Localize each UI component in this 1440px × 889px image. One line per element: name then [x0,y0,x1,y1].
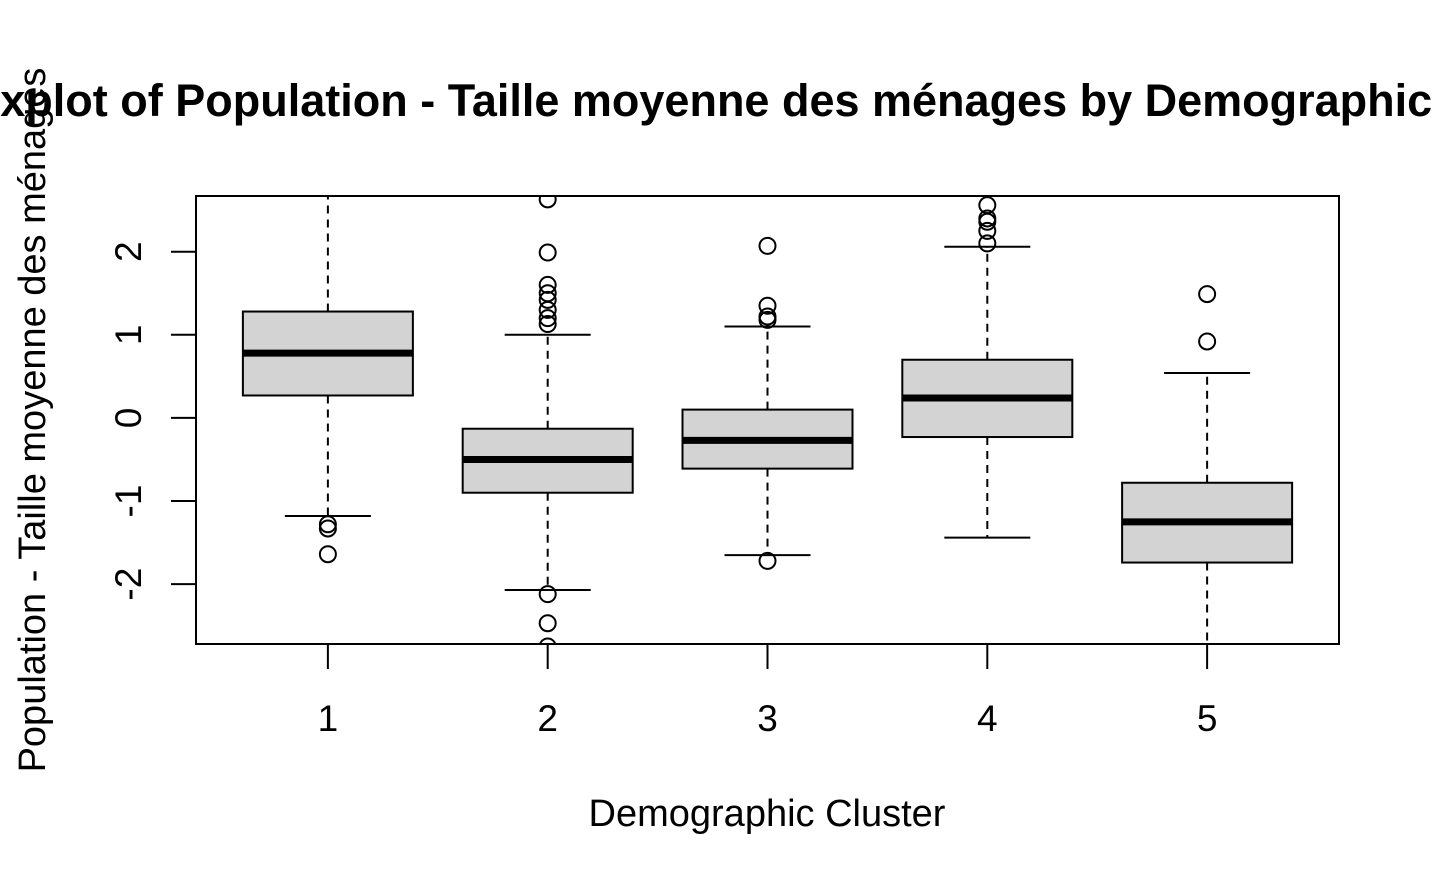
outlier-point [758,236,777,255]
outlier-point [318,545,337,564]
outlier-point [758,310,777,329]
outlier-point [538,290,557,309]
outlier-point [758,296,777,315]
box-group-4 [901,196,1074,539]
outlier-point [539,637,557,644]
x-tick-label: 3 [757,698,778,739]
x-axis: 1 2 3 4 5 [318,643,1218,739]
outlier-point [318,515,337,534]
y-tick-label: -2 [108,568,149,601]
x-axis-label: Demographic Cluster [589,793,946,835]
y-tick-label: 2 [108,241,149,262]
outlier-point [538,196,557,209]
outlier-point [1198,285,1217,304]
y-tick-label: -1 [108,485,149,518]
outlier-point [758,551,777,570]
x-tick-label: 2 [537,698,558,739]
boxes-layer [241,196,1294,644]
outlier-point [978,221,997,240]
y-tick-label: 0 [108,408,149,429]
box-group-1 [241,196,414,564]
outlier-point [318,519,337,538]
outlier-point [538,309,557,328]
outlier-point [538,275,557,294]
x-tick-label: 4 [977,698,998,739]
box-group-3 [681,236,854,570]
box-group-2 [461,196,634,644]
outlier-point [538,585,557,604]
y-tick-label: 1 [108,325,149,346]
outlier-point [538,300,557,319]
outlier-point [538,315,557,333]
box-group-5 [1121,285,1294,644]
outlier-point [978,234,997,253]
y-axis: -2 -1 0 1 2 [108,241,197,601]
outlier-point [1198,332,1217,351]
outlier-point [538,243,557,262]
x-tick-label: 5 [1197,698,1218,739]
x-tick-label: 1 [318,698,339,739]
outlier-point [978,212,997,231]
y-axis-label: Population - Taille moyenne des ménages [12,68,54,773]
chart-title: Boxplot of Population - Taille moyenne d… [0,75,1440,126]
outlier-point [538,614,557,633]
